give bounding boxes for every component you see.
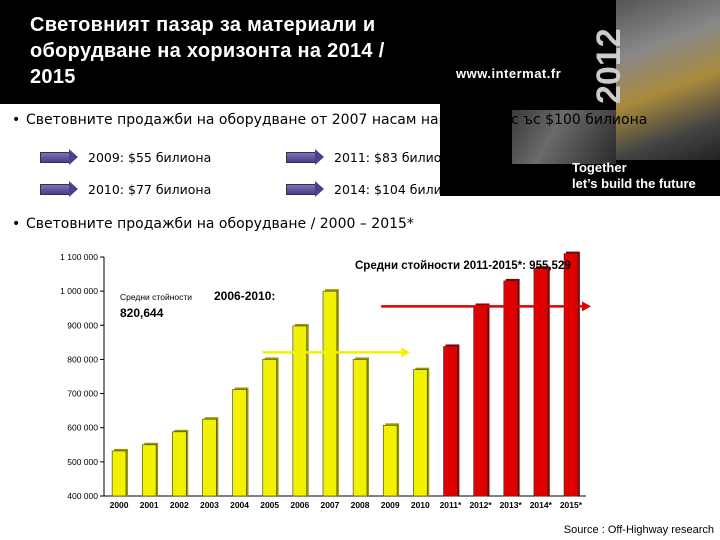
bullet-text: Световните продажби на оборудване / 2000… bbox=[26, 216, 414, 232]
x-tick-label: 2015* bbox=[560, 500, 583, 510]
slide-title: Световният пазар за материали и оборудва… bbox=[30, 14, 385, 88]
x-tick-label: 2003 bbox=[200, 500, 219, 510]
y-tick-label: 1 100 000 bbox=[60, 252, 98, 262]
bullet-chart-caption: • Световните продажби на оборудване / 200… bbox=[12, 216, 414, 232]
sales-item-label: 2010: $77 билиона bbox=[88, 182, 212, 197]
construction-photo bbox=[616, 0, 720, 160]
avg-line-arrowhead bbox=[401, 347, 411, 358]
bar bbox=[352, 359, 368, 497]
x-tick-label: 2012* bbox=[469, 500, 492, 510]
annotations: Средни стойности 2011-2015*: 955,529 Сре… bbox=[120, 260, 591, 358]
y-tick-label: 500 000 bbox=[67, 457, 98, 467]
logo-site-url: www.intermat.fr bbox=[456, 66, 562, 81]
x-tick-label: 2010 bbox=[411, 500, 430, 510]
bar bbox=[382, 425, 398, 497]
x-tick-label: 2006 bbox=[290, 500, 309, 510]
logo-year: 2012 bbox=[590, 28, 628, 104]
avg-line-arrowhead bbox=[582, 301, 591, 312]
bullet-dot-icon: • bbox=[12, 112, 21, 128]
sales-item: 2010: $77 билиона bbox=[40, 181, 212, 197]
x-tick-label: 2004 bbox=[230, 500, 249, 510]
x-tick-label: 2007 bbox=[320, 500, 339, 510]
bars bbox=[111, 251, 580, 497]
x-tick-label: 2005 bbox=[260, 500, 279, 510]
avg-2011-2015-label: Средни стойности 2011-2015*: 955,529 bbox=[355, 260, 571, 272]
bar bbox=[141, 444, 157, 497]
tagline-line1: Together bbox=[572, 160, 627, 175]
avg-2006-2010-label-value: 820,644 bbox=[120, 306, 164, 320]
y-tick-label: 600 000 bbox=[67, 423, 98, 433]
source-note: Source : Off-Highway research bbox=[563, 524, 714, 536]
avg-2006-2010-label-period: 2006-2010: bbox=[214, 289, 275, 303]
bar bbox=[202, 418, 217, 497]
x-tick-label: 2000 bbox=[110, 500, 129, 510]
bar bbox=[322, 290, 338, 497]
x-tick-label: 2011* bbox=[440, 500, 462, 510]
x-tick-label: 2014* bbox=[530, 500, 553, 510]
sales-item: 2014: $104 билиона bbox=[286, 181, 466, 197]
sales-item-label: 2014: $104 билиона bbox=[334, 182, 466, 197]
bar bbox=[111, 450, 127, 497]
bar bbox=[413, 369, 428, 497]
logo-tagline: Together let’s build the future bbox=[572, 160, 696, 192]
intermat-logo-banner: www.intermat.fr 2012 Together let’s buil… bbox=[440, 0, 720, 196]
avg-2006-2010-label-small: Средни стойности bbox=[120, 292, 192, 302]
y-tick-label: 700 000 bbox=[67, 389, 98, 399]
construction-photo-small bbox=[512, 110, 616, 164]
x-tick-label: 2001 bbox=[140, 500, 159, 510]
x-tick-label: 2002 bbox=[170, 500, 189, 510]
bar bbox=[292, 325, 308, 497]
bar bbox=[262, 359, 277, 497]
sales-item: 2011: $83 билиона bbox=[286, 149, 458, 165]
bar bbox=[503, 280, 518, 497]
sales-bar-chart: 400 000 500 000 600 000 700 000 800 000 900 0… bbox=[60, 251, 591, 510]
x-tick-label: 2013* bbox=[500, 500, 523, 510]
bar bbox=[443, 346, 458, 497]
y-tick-label: 900 000 bbox=[67, 320, 98, 330]
bar bbox=[473, 305, 488, 497]
arrow-right-icon bbox=[40, 181, 78, 197]
y-tick-label: 1 000 000 bbox=[60, 286, 98, 296]
bullet-sales-growth: • Световните продажби на оборудване от 20… bbox=[12, 112, 712, 128]
bar bbox=[563, 253, 579, 497]
y-tick-label: 800 000 bbox=[67, 354, 98, 364]
bar bbox=[232, 389, 247, 497]
sales-item-label: 2009: $55 билиона bbox=[88, 150, 212, 165]
x-axis-labels: 2000 2001 2002 2003 2004 2005 2006 2007 2008 2009… bbox=[110, 500, 583, 510]
y-tick-label: 400 000 bbox=[67, 491, 98, 501]
arrow-right-icon bbox=[286, 181, 324, 197]
x-tick-label: 2009 bbox=[381, 500, 400, 510]
bullet-text: Световните продажби на оборудване от 200… bbox=[26, 112, 648, 128]
arrow-right-icon bbox=[40, 149, 78, 165]
bar bbox=[172, 431, 187, 497]
x-tick-label: 2008 bbox=[351, 500, 370, 510]
sales-item-label: 2011: $83 билиона bbox=[334, 150, 458, 165]
bullet-dot-icon: • bbox=[12, 216, 21, 232]
bar bbox=[533, 267, 549, 497]
arrow-right-icon bbox=[286, 149, 324, 165]
sales-item: 2009: $55 билиона bbox=[40, 149, 212, 165]
tagline-line2: let’s build the future bbox=[572, 176, 696, 191]
